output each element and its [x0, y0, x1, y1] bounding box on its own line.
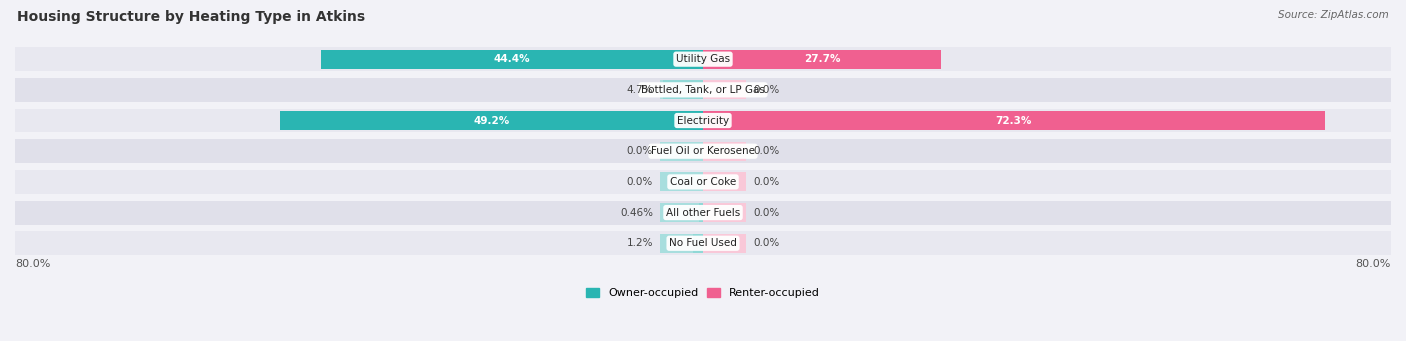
- Text: 0.46%: 0.46%: [620, 208, 654, 218]
- Bar: [15, 231, 1391, 255]
- Text: 80.0%: 80.0%: [15, 259, 51, 269]
- Text: Fuel Oil or Kerosene: Fuel Oil or Kerosene: [651, 146, 755, 156]
- Bar: [15, 170, 1391, 194]
- Bar: [699, 203, 703, 222]
- Text: 72.3%: 72.3%: [995, 116, 1032, 125]
- Bar: [15, 47, 1391, 71]
- Text: No Fuel Used: No Fuel Used: [669, 238, 737, 248]
- Text: 44.4%: 44.4%: [494, 54, 530, 64]
- Text: All other Fuels: All other Fuels: [666, 208, 740, 218]
- Bar: [15, 201, 1391, 225]
- Bar: [693, 234, 703, 253]
- Bar: [659, 80, 703, 99]
- Bar: [659, 50, 703, 69]
- Bar: [659, 173, 703, 191]
- Bar: [703, 142, 747, 161]
- Text: 80.0%: 80.0%: [1355, 259, 1391, 269]
- Text: 1.2%: 1.2%: [627, 238, 654, 248]
- Text: Bottled, Tank, or LP Gas: Bottled, Tank, or LP Gas: [641, 85, 765, 95]
- Text: 0.0%: 0.0%: [627, 177, 654, 187]
- Bar: [659, 203, 703, 222]
- Bar: [703, 234, 747, 253]
- Text: 0.0%: 0.0%: [752, 238, 779, 248]
- Bar: [703, 203, 747, 222]
- Text: 0.0%: 0.0%: [627, 146, 654, 156]
- Bar: [659, 111, 703, 130]
- Text: 0.0%: 0.0%: [752, 85, 779, 95]
- Text: Utility Gas: Utility Gas: [676, 54, 730, 64]
- Bar: [703, 111, 1324, 130]
- Bar: [662, 80, 703, 99]
- Bar: [659, 234, 703, 253]
- Text: 27.7%: 27.7%: [804, 54, 841, 64]
- Text: 4.7%: 4.7%: [627, 85, 654, 95]
- Bar: [280, 111, 703, 130]
- Text: Source: ZipAtlas.com: Source: ZipAtlas.com: [1278, 10, 1389, 20]
- Bar: [703, 111, 747, 130]
- Legend: Owner-occupied, Renter-occupied: Owner-occupied, Renter-occupied: [581, 283, 825, 302]
- Bar: [15, 108, 1391, 133]
- Text: Electricity: Electricity: [676, 116, 730, 125]
- Text: Housing Structure by Heating Type in Atkins: Housing Structure by Heating Type in Atk…: [17, 10, 366, 24]
- Text: 0.0%: 0.0%: [752, 208, 779, 218]
- Bar: [703, 50, 747, 69]
- Text: Coal or Coke: Coal or Coke: [669, 177, 737, 187]
- Bar: [703, 80, 747, 99]
- Bar: [15, 139, 1391, 163]
- Text: 0.0%: 0.0%: [752, 146, 779, 156]
- Text: 49.2%: 49.2%: [474, 116, 509, 125]
- Bar: [15, 78, 1391, 102]
- Bar: [659, 142, 703, 161]
- Bar: [703, 50, 941, 69]
- Bar: [321, 50, 703, 69]
- Bar: [703, 173, 747, 191]
- Text: 0.0%: 0.0%: [752, 177, 779, 187]
